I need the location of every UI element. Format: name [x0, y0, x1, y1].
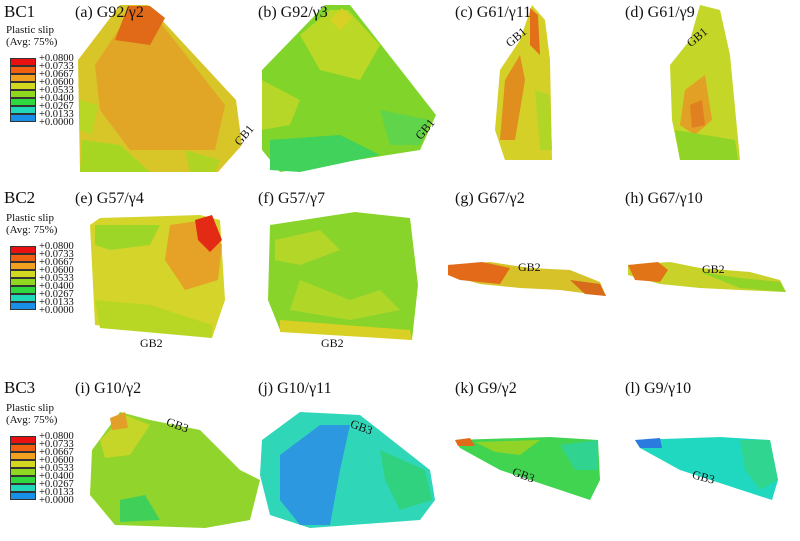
legend-tick: +0.0800: [39, 53, 74, 64]
panel-label-l: (l) G9/γ10: [625, 380, 692, 397]
grain-k: [455, 437, 600, 500]
legend-tick: +0.0267: [39, 289, 74, 300]
panel-label-a: (a) G92/γ2: [75, 4, 144, 21]
legend-tick: +0.0600: [39, 77, 74, 88]
grain-g: [448, 262, 606, 296]
grain-d: [670, 5, 740, 160]
legend-swatch: [10, 468, 36, 476]
legend-swatch: [10, 444, 36, 452]
legend-tick: +0.0133: [39, 297, 74, 308]
grain-j: [260, 412, 435, 528]
legend-tick: +0.0133: [39, 487, 74, 498]
panel-label-e: (e) G57/γ4: [75, 190, 144, 207]
legend-swatch: [10, 246, 36, 254]
legend-tick: +0.0400: [39, 471, 74, 482]
legend-title: Plastic slip: [6, 402, 54, 414]
gb-label-h: GB2: [702, 262, 725, 276]
legend-tick: +0.0600: [39, 455, 74, 466]
legend-tick: +0.0000: [39, 305, 74, 316]
row-label-bc3: BC3: [4, 378, 36, 397]
panel-label-b: (b) G92/γ3: [258, 4, 328, 21]
legend-swatch: [10, 82, 36, 90]
legend-swatch: [10, 278, 36, 286]
legend-tick: +0.0667: [39, 257, 74, 268]
grain-e: [90, 215, 225, 338]
legend-bc3: Plastic slip (Avg: 75%) +0.0800 +0.0733 …: [6, 402, 86, 512]
grain-b: [262, 5, 436, 172]
grain-f: [268, 212, 418, 340]
legend-swatch: [10, 270, 36, 278]
legend-swatch: [10, 476, 36, 484]
legend-tick: +0.0400: [39, 93, 74, 104]
legend-tick: +0.0267: [39, 101, 74, 112]
legend-swatch: [10, 74, 36, 82]
legend-tick: +0.0000: [39, 117, 74, 128]
legend-swatch: [10, 286, 36, 294]
legend-tick: +0.0400: [39, 281, 74, 292]
legend-title: Plastic slip: [6, 212, 54, 224]
panel-label-c: (c) G61/γ11: [455, 4, 532, 21]
legend-swatch: [10, 492, 36, 500]
legend-tick: +0.0800: [39, 431, 74, 442]
legend-tick: +0.0733: [39, 61, 74, 72]
legend-tick: +0.0533: [39, 273, 74, 284]
legend-swatch: [10, 66, 36, 74]
legend-title: Plastic slip: [6, 24, 54, 36]
legend-subtitle: (Avg: 75%): [6, 414, 58, 426]
legend-swatch: [10, 262, 36, 270]
legend-tick: +0.0667: [39, 69, 74, 80]
gb-label-f: GB2: [321, 336, 344, 350]
legend-swatch: [10, 254, 36, 262]
legend-tick: +0.0600: [39, 265, 74, 276]
panel-label-h: (h) G67/γ10: [625, 190, 703, 207]
legend-swatch: [10, 484, 36, 492]
legend-swatch: [10, 294, 36, 302]
legend-tick: +0.0000: [39, 495, 74, 506]
panel-label-j: (j) G10/γ11: [258, 380, 332, 397]
legend-swatch: [10, 58, 36, 66]
legend-tick: +0.0667: [39, 447, 74, 458]
row-label-bc1: BC1: [4, 2, 36, 21]
legend-swatch: [10, 90, 36, 98]
legend-bc1: Plastic slip (Avg: 75%) +0.0800 +0.0733 …: [6, 24, 86, 134]
legend-bc2: Plastic slip (Avg: 75%) +0.0800 +0.0733 …: [6, 212, 86, 322]
panel-label-f: (f) G57/γ7: [258, 190, 326, 207]
legend-tick: +0.0133: [39, 109, 74, 120]
row-label-bc2: BC2: [4, 188, 36, 207]
gb-label-g: GB2: [518, 260, 541, 274]
grain-h: [628, 262, 786, 292]
grain-i: [90, 412, 260, 528]
legend-subtitle: (Avg: 75%): [6, 224, 58, 236]
legend-tick: +0.0733: [39, 439, 74, 450]
grain-a: [78, 5, 242, 172]
legend-swatch: [10, 302, 36, 310]
legend-swatch: [10, 452, 36, 460]
gb-label-e: GB2: [140, 336, 163, 350]
legend-subtitle: (Avg: 75%): [6, 36, 58, 48]
legend-tick: +0.0800: [39, 241, 74, 252]
grain-l: [635, 437, 778, 500]
legend-swatch: [10, 460, 36, 468]
panel-label-d: (d) G61/γ9: [625, 4, 695, 21]
panel-label-g: (g) G67/γ2: [455, 190, 525, 207]
legend-tick: +0.0733: [39, 249, 74, 260]
panel-label-k: (k) G9/γ2: [455, 380, 517, 397]
legend-tick: +0.0533: [39, 85, 74, 96]
legend-swatch: [10, 114, 36, 122]
legend-swatch: [10, 98, 36, 106]
legend-swatch: [10, 106, 36, 114]
legend-swatch: [10, 436, 36, 444]
grain-c: [495, 5, 552, 160]
legend-tick: +0.0267: [39, 479, 74, 490]
panel-label-i: (i) G10/γ2: [75, 380, 142, 397]
legend-tick: +0.0533: [39, 463, 74, 474]
